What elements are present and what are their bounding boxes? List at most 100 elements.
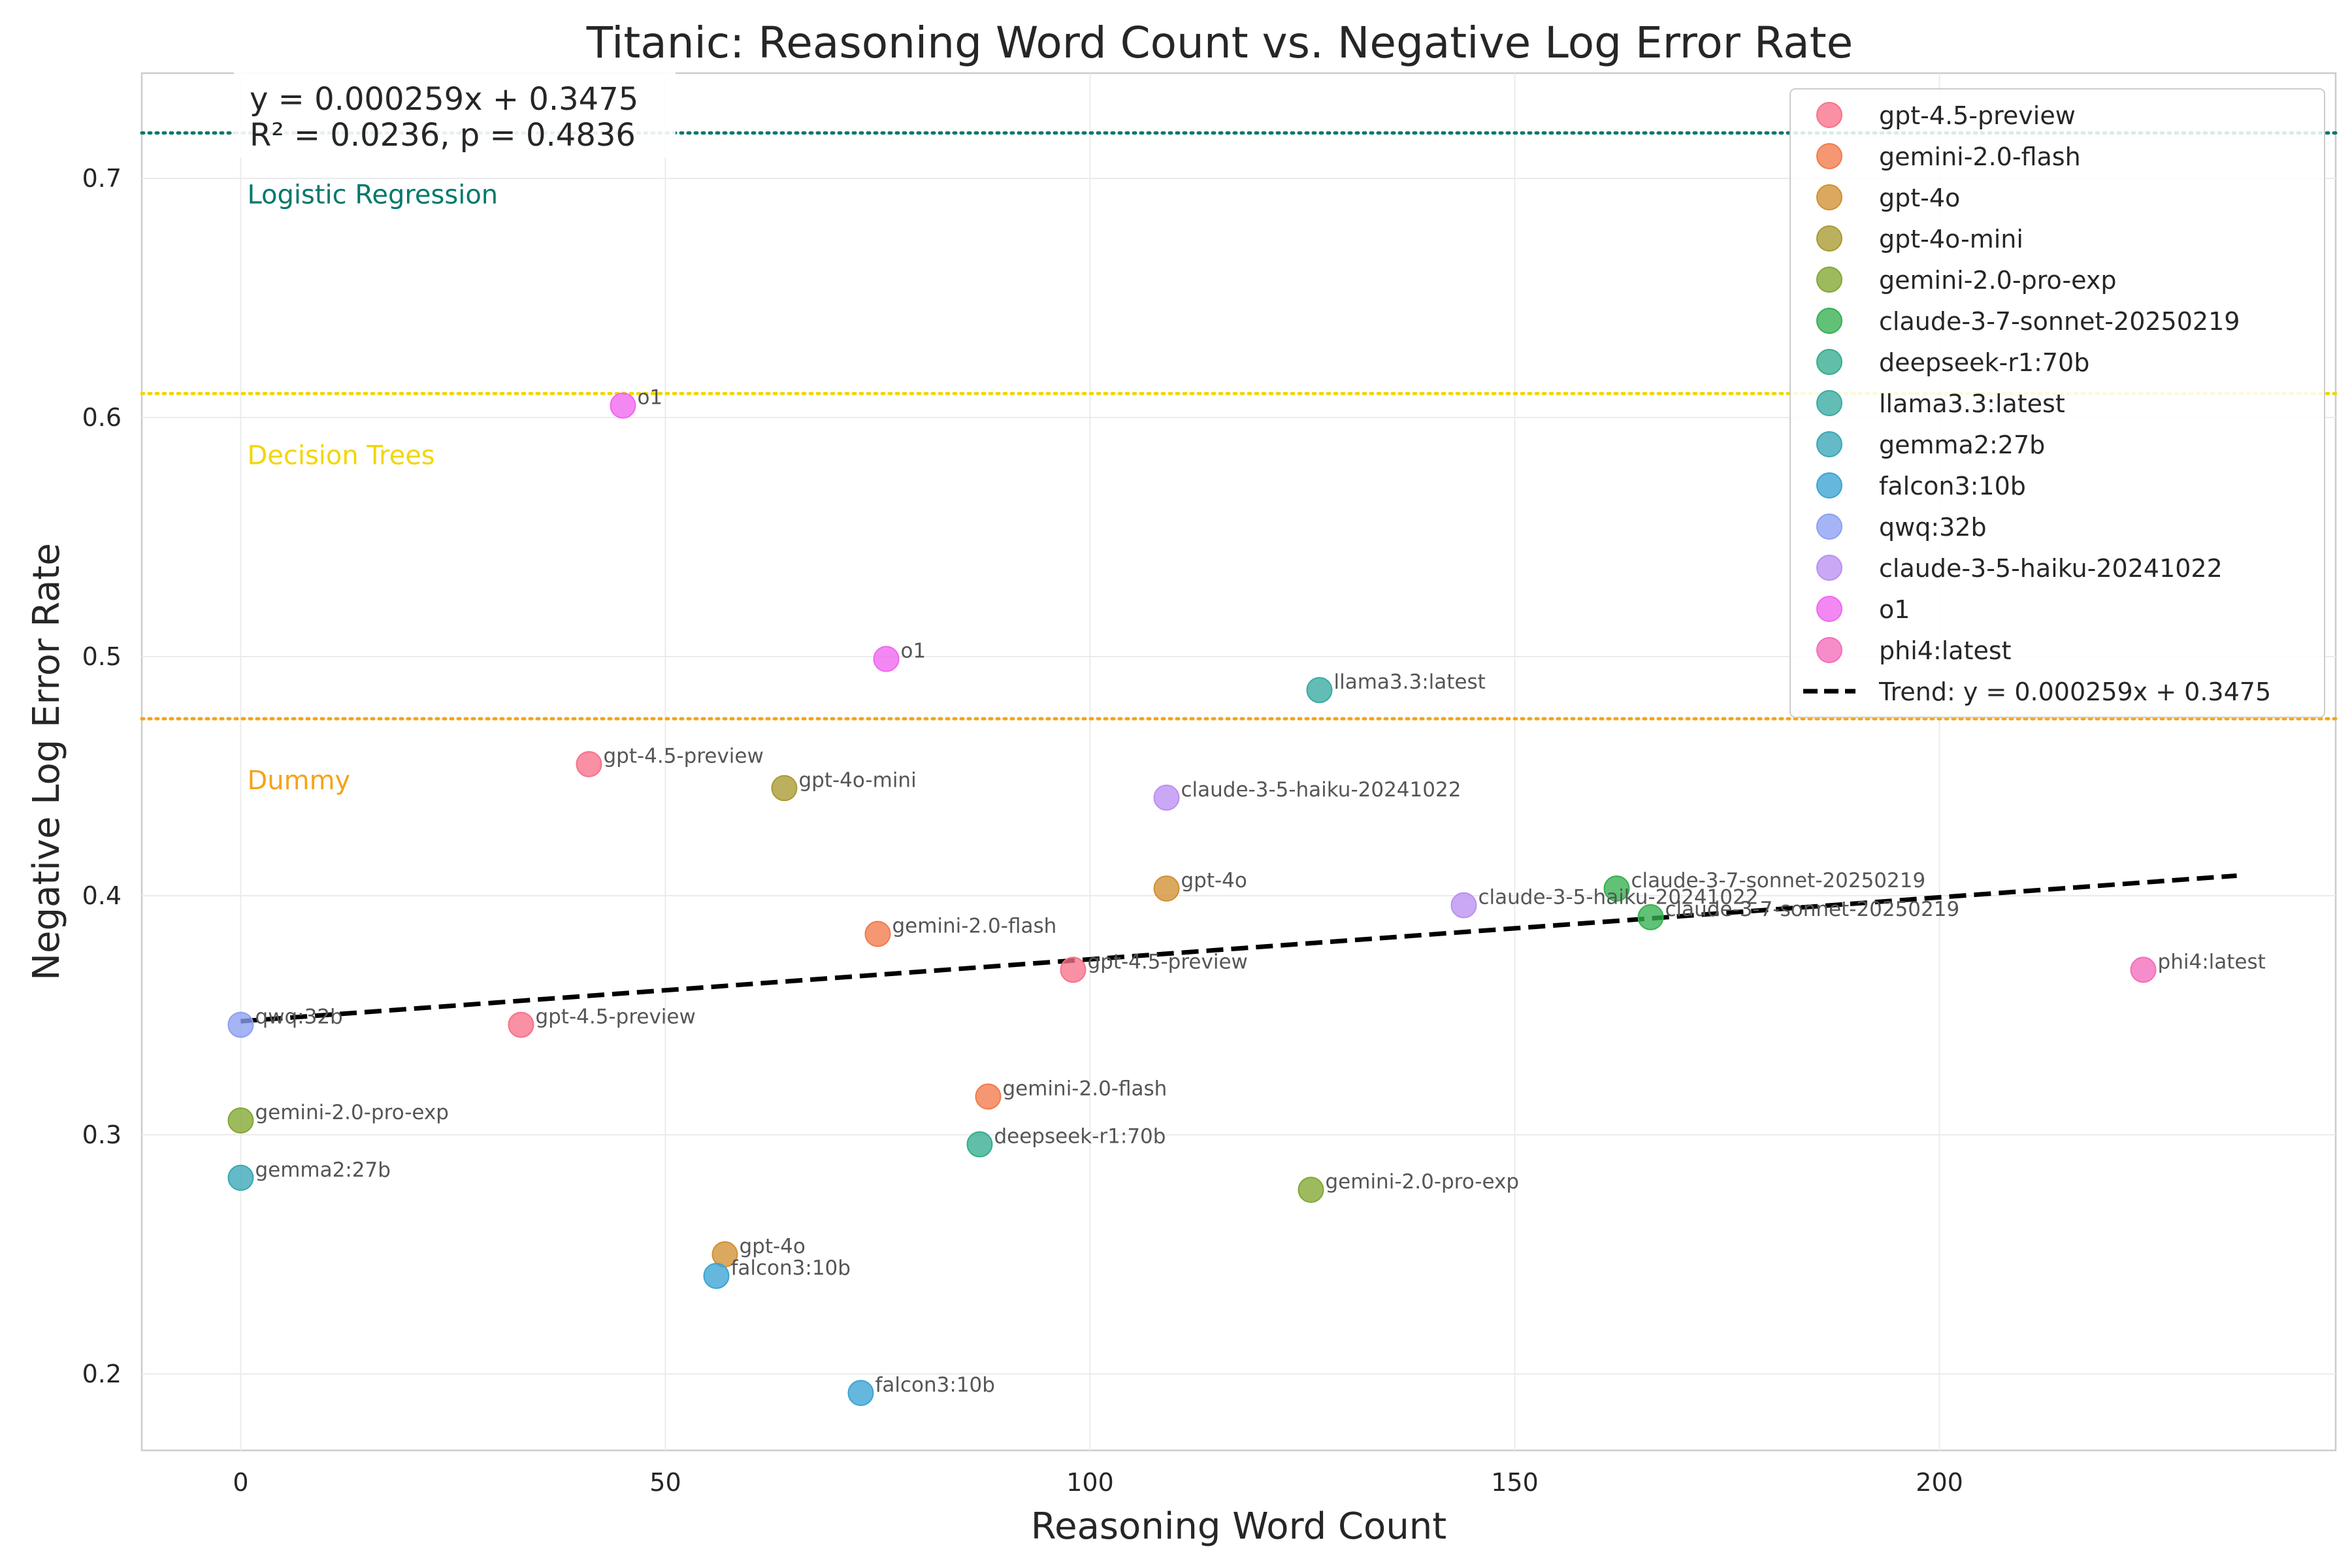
data-point [227,1164,254,1191]
point-label: gpt-4.5-preview [535,1005,695,1029]
data-point [1153,875,1180,902]
legend-marker [1816,308,1842,334]
point-label: gemma2:27b [255,1158,390,1182]
point-label: gemini-2.0-flash [1002,1077,1167,1100]
legend-label: gpt-4o-mini [1879,225,2023,253]
data-point [227,1107,254,1134]
point-label: claude-3-7-sonnet-20250219 [1665,898,1960,921]
data-point [1637,904,1664,930]
point-label: gpt-4o-mini [798,768,916,792]
point-label: o1 [637,386,662,410]
data-points: gpt-4.5-preview gpt-4.5-preview gpt-4.5-pr… [227,386,2266,1407]
point-label: claude-3-5-haiku-20241022 [1478,886,1759,909]
y-tick-label: 0.7 [82,164,122,193]
reference-line-label: Logistic Regression [247,180,498,210]
y-axis-label: Negative Log Error Rate [25,543,68,981]
x-tick-label: 0 [233,1468,248,1497]
stats-r-squared: R² = 0.0236, p = 0.4836 [250,117,636,154]
y-tick-label: 0.3 [82,1120,122,1149]
legend-marker [1816,637,1842,663]
legend-marker [1816,102,1842,128]
legend-marker [1816,596,1842,622]
legend-marker [1816,431,1842,457]
legend-label: falcon3:10b [1879,472,2026,500]
legend-label: o1 [1879,595,1910,624]
point-label: gemini-2.0-pro-exp [1326,1170,1520,1194]
point-label: gemini-2.0-pro-exp [255,1101,449,1124]
legend-label: gpt-4.5-preview [1879,101,2076,130]
y-tick-label: 0.5 [82,642,122,671]
legend-trend-label: Trend: y = 0.000259x + 0.3475 [1878,678,2271,706]
legend-frame [1789,88,2325,718]
stats-equation: y = 0.000259x + 0.3475 [250,81,638,118]
legend-marker [1816,472,1842,498]
legend-label: gemini-2.0-flash [1879,142,2081,171]
legend-label: gemma2:27b [1879,431,2045,459]
data-point [1603,875,1630,902]
y-tick-label: 0.4 [82,881,122,910]
x-tick-label: 200 [1916,1468,1963,1497]
point-label: gpt-4o [1181,869,1247,892]
data-point [864,921,891,947]
point-label: gemini-2.0-flash [892,915,1056,938]
legend-label: llama3.3:latest [1879,389,2065,418]
data-point [1450,892,1477,919]
legend-label: claude-3-5-haiku-20241022 [1879,554,2223,583]
x-tick-label: 150 [1491,1468,1539,1497]
point-label: gpt-4.5-preview [1087,950,1247,973]
x-axis-label: Reasoning Word Count [1031,1505,1447,1548]
point-label: claude-3-5-haiku-20241022 [1181,778,1461,802]
data-point [847,1380,874,1407]
data-point [966,1131,993,1158]
legend-marker [1816,225,1842,252]
data-point [975,1083,1002,1110]
point-label: falcon3:10b [730,1256,850,1280]
legend-label: phi4:latest [1879,636,2012,665]
trend-layer [240,873,2237,1024]
reference-line-label: Dummy [247,766,350,796]
legend-label: qwq:32b [1879,513,1987,542]
reference-line-label: Decision Trees [247,440,434,470]
data-point [1060,956,1086,983]
y-tick-label: 0.6 [82,403,122,432]
trend-line [240,873,2237,1024]
legend-marker [1816,555,1842,581]
data-point [508,1011,534,1038]
regression-stats-box: y = 0.000259x + 0.3475 R² = 0.0236, p = … [234,63,676,158]
legend-label: gemini-2.0-pro-exp [1879,266,2116,295]
legend-label: claude-3-7-sonnet-20250219 [1879,307,2240,336]
stats-box-background [234,63,676,158]
data-point [873,645,900,672]
point-label: gpt-4.5-preview [603,745,763,768]
data-point [610,392,636,419]
data-point [1153,784,1180,811]
point-label: gpt-4o [739,1235,805,1258]
y-tick-label: 0.2 [82,1360,122,1388]
data-point [771,775,798,802]
point-label: qwq:32b [255,1005,342,1029]
data-point [2130,956,2157,983]
axis-ticks: 0 50 100 150 200 0.2 0.3 0.4 0.5 0.6 0.7 [82,164,1963,1497]
legend-marker [1816,349,1842,375]
legend-marker [1816,514,1842,540]
point-label: deepseek-r1:70b [994,1125,1166,1149]
x-tick-label: 100 [1066,1468,1114,1497]
legend-marker [1816,184,1842,210]
x-tick-label: 50 [649,1468,681,1497]
legend-marker [1816,143,1842,169]
point-label: claude-3-7-sonnet-20250219 [1631,869,1926,892]
data-point [227,1011,254,1038]
point-label: falcon3:10b [875,1373,994,1397]
legend-marker [1816,390,1842,416]
chart-title: Titanic: Reasoning Word Count vs. Negati… [586,18,1853,68]
data-point [703,1262,730,1289]
legend-marker [1816,267,1842,293]
legend-label: deepseek-r1:70b [1879,348,2089,377]
legend-label: gpt-4o [1879,184,1960,212]
point-label: llama3.3:latest [1334,670,1486,694]
legend: gpt-4.5-preview gemini-2.0-flash gpt-4o gpt… [1789,88,2325,718]
point-label: phi4:latest [2158,950,2266,973]
data-point [576,751,602,777]
data-point [1298,1177,1324,1203]
